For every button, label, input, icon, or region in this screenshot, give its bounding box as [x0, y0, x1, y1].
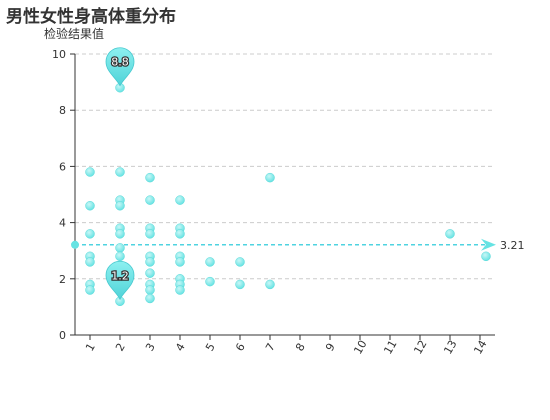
scatter-points [85, 82, 491, 307]
data-point [265, 279, 275, 290]
data-point [85, 200, 95, 211]
x-tick-label: 2 [113, 341, 128, 354]
y-tick-label: 6 [59, 160, 66, 173]
mark-pin [105, 47, 135, 87]
mark-pin-label: 1.2 [111, 269, 129, 282]
data-point [235, 257, 245, 267]
data-point [115, 229, 125, 239]
x-tick-label: 11 [381, 338, 399, 357]
data-point [175, 285, 185, 295]
data-point [175, 195, 185, 205]
x-tick-label: 12 [411, 338, 429, 357]
data-point [145, 285, 155, 295]
data-point [145, 195, 155, 205]
mark-pin [105, 260, 135, 301]
data-point [85, 229, 95, 239]
mark-point-pins: 8.8 1.2 [105, 47, 135, 301]
y-tick-label: 2 [59, 273, 66, 286]
data-point [115, 251, 125, 262]
x-tick-label: 1 [83, 341, 98, 354]
x-tick-label: 3 [143, 341, 158, 354]
x-tick-label: 9 [323, 341, 338, 354]
grid-lines [75, 53, 495, 280]
data-point [145, 229, 155, 239]
data-point [145, 257, 155, 267]
x-tick-label: 8 [293, 341, 308, 354]
y-tick-label: 10 [52, 48, 66, 61]
y-tick-label: 4 [59, 217, 66, 230]
data-point [481, 251, 491, 262]
x-tick-label: 7 [263, 341, 278, 354]
x-tick-label: 10 [351, 338, 369, 357]
data-point [205, 276, 215, 287]
y-axis-label: 检验结果值 [44, 26, 104, 41]
data-point [205, 257, 215, 267]
data-point [85, 285, 95, 295]
mark-pin-label: 8.8 [111, 56, 129, 69]
mark-line-start [71, 240, 79, 249]
data-point [265, 172, 275, 183]
data-point [115, 167, 125, 177]
data-point [115, 243, 125, 253]
data-point [145, 172, 155, 183]
x-tick-label: 5 [203, 341, 218, 354]
y-tick-label: 8 [59, 104, 66, 117]
data-point [145, 268, 155, 278]
data-point [445, 229, 455, 239]
data-point [175, 229, 185, 239]
data-point [175, 257, 185, 267]
x-tick-label: 13 [441, 338, 459, 357]
mark-line-arrow [481, 238, 496, 251]
x-tick-label: 6 [233, 341, 248, 354]
x-tick-label: 14 [471, 338, 489, 357]
chart-title: 男性女性身高体重分布 [6, 7, 176, 27]
mark-line-label: 3.21 [500, 239, 525, 252]
data-point [85, 257, 95, 267]
data-point [235, 279, 245, 290]
data-point [145, 293, 155, 304]
average-mark-line: 3.21 [71, 238, 525, 252]
data-point [115, 200, 125, 211]
x-tick-label: 4 [173, 341, 188, 354]
data-point [85, 167, 95, 177]
y-tick-label: 0 [59, 329, 66, 342]
